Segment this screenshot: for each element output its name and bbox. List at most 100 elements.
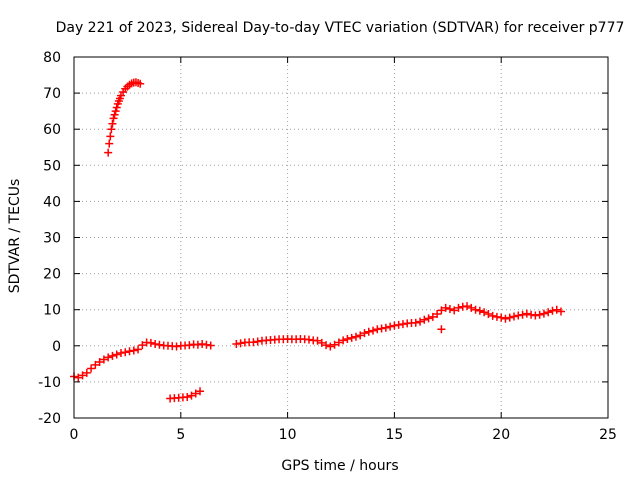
data-point [437,306,446,315]
data-point [411,318,420,327]
y-tick-label: 70 [43,86,61,102]
data-point [360,329,369,338]
y-tick-label: 30 [43,231,61,247]
data-point [416,317,425,326]
data-point [107,125,116,134]
data-point [326,342,335,351]
data-point [450,306,459,315]
data-point [463,302,472,311]
data-point [548,306,557,315]
y-tick-label: -10 [38,375,61,391]
data-point [557,307,566,316]
data-point [501,314,510,323]
data-point [343,334,352,343]
data-point [424,314,433,323]
data-point [339,336,348,345]
data-point [475,306,484,315]
data-point [334,338,343,347]
data-point [381,323,390,332]
data-point [433,310,442,319]
y-tick-label: 20 [43,267,61,283]
data-point [317,338,326,347]
data-point [467,303,476,312]
data-point [539,309,548,318]
data-point [206,341,215,350]
data-point [535,310,544,319]
data-point [74,373,83,382]
chart-title: Day 221 of 2023, Sidereal Day-to-day VTE… [56,20,625,36]
data-point [136,79,145,88]
y-tick-label: -20 [38,411,61,427]
data-point [356,331,365,340]
data-point [510,312,519,321]
data-point [112,103,121,112]
data-point [121,348,130,357]
data-points [70,78,566,403]
data-point [129,346,138,355]
data-point [112,350,121,359]
x-tick-label: 15 [385,427,403,443]
x-tick-label: 0 [70,427,79,443]
y-tick-label: 0 [52,339,61,355]
data-point [505,313,514,322]
axis-ticks: 0 5 10 15 20 25 -20 -10 0 10 20 30 40 50 60 70 80 [38,50,617,443]
y-tick-label: 10 [43,303,61,319]
data-point [437,325,446,334]
data-point [87,364,96,373]
data-point [110,110,119,119]
data-point [111,107,120,116]
data-point [138,341,147,350]
data-point [322,341,331,350]
data-point [183,393,192,402]
x-tick-label: 25 [599,427,617,443]
data-point [386,322,395,331]
data-point [108,351,117,360]
x-axis-label: GPS time / hours [281,458,398,474]
data-point [91,360,100,369]
y-tick-label: 40 [43,194,61,210]
x-tick-label: 20 [492,427,510,443]
data-point [480,308,489,317]
y-tick-label: 80 [43,50,61,66]
data-point [78,371,87,380]
data-point [369,326,378,335]
y-axis-label: SDTVAR / TECUs [7,179,23,294]
data-point [347,333,356,342]
data-point [552,305,561,314]
data-point [488,311,497,320]
data-point [313,336,322,345]
data-point [187,391,196,400]
y-tick-label: 50 [43,158,61,174]
data-point [104,353,113,362]
data-point [146,338,155,347]
x-tick-label: 10 [279,427,297,443]
data-point [522,309,531,318]
data-point [484,310,493,319]
grid-lines [74,57,608,418]
data-point [471,305,480,314]
data-point [134,345,143,354]
data-point [191,389,200,398]
data-point [106,132,115,141]
data-point [544,308,553,317]
data-point [351,332,360,341]
data-point [428,312,437,321]
data-point [105,139,114,148]
data-point [95,358,104,367]
data-point [497,313,506,322]
data-point [99,355,108,364]
data-point [104,148,113,157]
x-tick-label: 5 [176,427,185,443]
data-point [330,340,339,349]
data-point [454,303,463,312]
data-point [518,310,527,319]
data-point [420,315,429,324]
data-point [441,303,450,312]
data-point [108,119,117,128]
data-point [364,327,373,336]
data-point [445,304,454,313]
data-point [82,368,91,377]
data-point [196,387,205,396]
data-point [109,114,118,123]
